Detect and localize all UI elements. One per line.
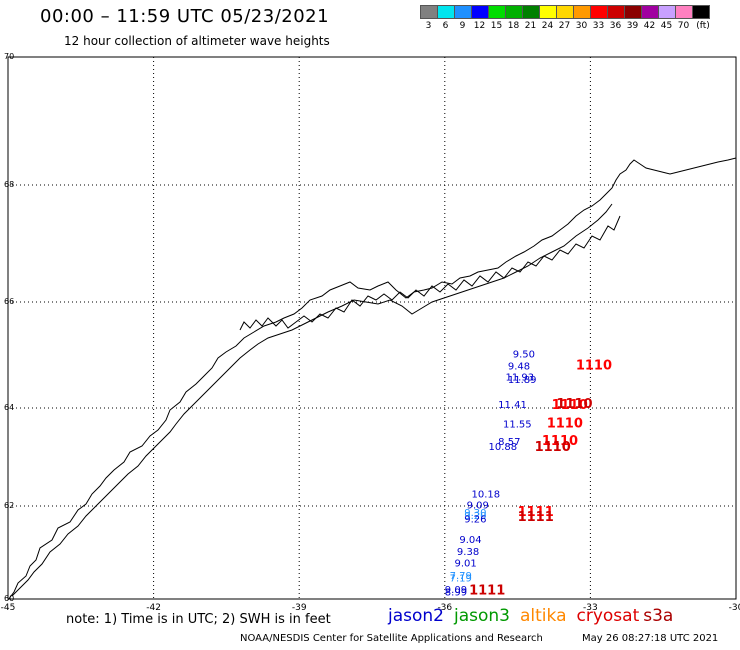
wave-height-value: 9.48 <box>508 361 530 372</box>
longitude-label: -33 <box>583 603 598 613</box>
greenland-coastline <box>7 157 737 601</box>
wave-height-value: 9.20 <box>464 511 486 522</box>
wave-height-value: 1110 <box>547 417 583 432</box>
color-scale-label: 6 <box>442 21 449 31</box>
lat-lon-grid: -45-42-39-36-33-30706866646260 <box>1 52 740 613</box>
wave-height-value: 11.93 <box>505 372 534 383</box>
color-scale-label: 42 <box>643 21 656 31</box>
wave-height-value: 1110 <box>535 440 571 455</box>
satellite-legend-item: altika <box>520 606 567 626</box>
latitude-label: 66 <box>4 297 14 306</box>
map-title: 00:00 – 11:59 UTC 05/23/2021 <box>40 6 330 27</box>
wave-height-value: 7.19 <box>450 573 472 584</box>
wave-height-value: 1111 <box>518 510 554 525</box>
coastline-inner <box>11 203 613 597</box>
wave-height-value: 1111 <box>518 505 554 520</box>
latitude-label: 70 <box>4 52 14 61</box>
wave-height-value: 1110 <box>552 398 588 413</box>
color-scale-label: 45 <box>660 21 673 31</box>
wave-height-value: 10.88 <box>488 442 517 453</box>
color-scale-label: 27 <box>558 21 571 31</box>
wave-height-value: 9.50 <box>513 350 535 361</box>
wave-height-value: 1110 <box>576 358 612 373</box>
longitude-label: -39 <box>292 603 307 613</box>
color-scale-label: 24 <box>541 21 554 31</box>
wave-height-value: 9.30 <box>464 508 486 519</box>
footer-note: note: 1) Time is in UTC; 2) SWH is in fe… <box>66 612 331 627</box>
color-scale-label: 33 <box>592 21 605 31</box>
wave-height-value: 9.38 <box>457 547 479 558</box>
color-scale-label: 70 <box>677 21 690 31</box>
color-scale-label: 30 <box>575 21 588 31</box>
wave-height-value: 9.09 <box>467 500 489 511</box>
color-scale-legend <box>420 5 710 19</box>
wave-height-value: 11.89 <box>508 375 537 386</box>
color-swatch <box>692 5 710 19</box>
latitude-label: 64 <box>4 403 14 412</box>
color-scale-label: 9 <box>459 21 466 31</box>
color-scale-labels: 3 6 9 12 15 18 21 24 27 30 33 36 39 42 45 70 (ft) <box>420 21 714 31</box>
wave-height-value: 11.41 <box>498 400 527 411</box>
color-scale-label: 3 <box>425 21 432 31</box>
footer-timestamp: May 26 08:27:18 UTC 2021 <box>582 633 719 644</box>
wave-height-value: 11.55 <box>503 420 532 431</box>
coastline-fjords <box>239 215 621 331</box>
satellite-legend: jason2 jason3 altika cryosat s3a <box>388 606 673 626</box>
color-scale-label: 21 <box>524 21 537 31</box>
color-scale-label: 39 <box>626 21 639 31</box>
map-frame <box>7 56 737 600</box>
satellite-legend-item: s3a <box>643 606 674 626</box>
satellite-legend-item: jason2 <box>388 606 444 626</box>
latitude-label: 62 <box>4 501 14 510</box>
color-scale-label: 36 <box>609 21 622 31</box>
coastline-path <box>7 157 737 601</box>
footer-credit: NOAA/NESDIS Center for Satellite Applica… <box>240 633 543 644</box>
wave-height-value: 10.18 <box>471 490 500 501</box>
longitude-label: -30 <box>729 603 740 613</box>
wave-height-value: 1110 <box>556 397 592 412</box>
wave-height-value: 7.79 <box>450 571 472 582</box>
wave-height-value: 8.99 <box>445 587 467 598</box>
color-scale-label: 12 <box>473 21 486 31</box>
wave-height-value: 9.04 <box>459 535 481 546</box>
color-scale-label: 18 <box>507 21 520 31</box>
wave-height-value: 9.26 <box>464 515 486 526</box>
longitude-label: -36 <box>437 603 452 613</box>
wave-height-value: 9.09 <box>445 585 467 596</box>
wave-height-value: 1110 <box>542 434 578 449</box>
wave-height-value: 8.57 <box>498 437 520 448</box>
longitude-label: -45 <box>1 603 16 613</box>
latitude-label: 68 <box>4 180 14 189</box>
map-subtitle: 12 hour collection of altimeter wave hei… <box>64 34 330 48</box>
wave-height-value: 1111 <box>469 583 505 598</box>
color-scale-unit: (ft) <box>696 21 710 31</box>
satellite-legend-item: cryosat <box>576 606 640 626</box>
wave-height-value: 9.01 <box>455 558 477 569</box>
color-scale-label: 15 <box>490 21 503 31</box>
longitude-label: -42 <box>146 603 161 613</box>
satellite-legend-item: jason3 <box>454 606 510 626</box>
